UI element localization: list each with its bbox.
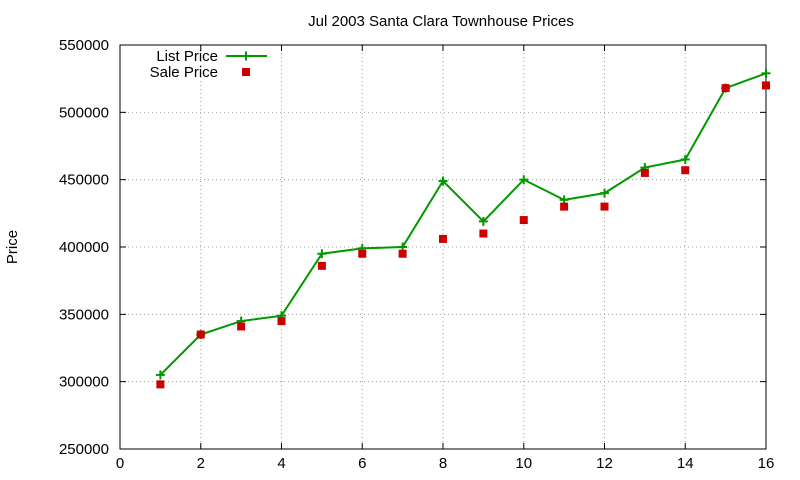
sale-price-point — [640, 168, 649, 177]
list-price-point — [155, 370, 165, 380]
x-tick-label: 2 — [197, 455, 205, 472]
legend: List Price Sale Price — [150, 48, 267, 81]
sale-price-point — [398, 249, 407, 258]
grid-lines — [120, 45, 766, 449]
sale-price-point — [196, 330, 205, 339]
sale-price-point — [439, 234, 447, 243]
chart-title: Jul 2003 Santa Clara Townhouse Prices — [308, 13, 574, 30]
sale-price-point — [519, 216, 528, 225]
sale-price-point — [156, 380, 165, 389]
x-tick-label: 6 — [358, 455, 366, 472]
sale-price-point — [560, 202, 569, 211]
axis-ticks — [119, 44, 767, 450]
legend-sample-sale-price — [242, 68, 250, 76]
legend-marker-list-price — [241, 51, 251, 61]
sale-price-point — [721, 84, 730, 93]
x-tick-label: 10 — [515, 455, 532, 472]
x-tick-labels: 0 2 4 6 8 10 12 14 16 — [116, 455, 775, 472]
sale-price-point — [277, 317, 286, 326]
y-tick-label: 500000 — [59, 104, 109, 121]
sale-price-point — [317, 261, 326, 270]
list-price-point — [761, 68, 771, 78]
y-tick-label: 550000 — [59, 37, 109, 54]
list-price-point — [600, 188, 609, 198]
x-tick-label: 0 — [116, 455, 124, 472]
list-price-point — [519, 175, 529, 185]
y-tick-label: 300000 — [59, 374, 109, 391]
x-tick-label: 12 — [596, 455, 613, 472]
legend-label-list-price: List Price — [156, 48, 218, 65]
sale-price-point — [358, 249, 367, 258]
x-tick-label: 4 — [277, 455, 285, 472]
y-tick-label: 400000 — [59, 239, 109, 256]
legend-marker-sale-price — [242, 68, 250, 76]
list-price-point — [317, 249, 327, 259]
y-tick-label: 450000 — [59, 172, 109, 189]
list-price-point — [680, 154, 690, 164]
y-axis-label: Price — [4, 230, 21, 264]
list-price-line — [159, 72, 767, 376]
sale-price-point — [237, 322, 246, 331]
y-tick-label: 350000 — [59, 306, 109, 323]
y-tick-labels: 250000 300000 350000 400000 450000 500000 5500… — [59, 37, 109, 458]
legend-sample-list-price — [226, 51, 267, 61]
series-layer — [155, 68, 771, 389]
sale-price-point — [762, 81, 770, 90]
x-tick-label: 16 — [758, 455, 775, 472]
y-tick-label: 250000 — [59, 441, 109, 458]
sale-price-point — [681, 166, 690, 175]
legend-label-sale-price: Sale Price — [150, 64, 218, 81]
x-tick-label: 14 — [677, 455, 694, 472]
x-tick-label: 8 — [439, 455, 447, 472]
list-price-point — [438, 176, 448, 186]
list-price-point — [478, 216, 488, 226]
sale-price-point — [479, 229, 488, 238]
sale-price-point — [600, 202, 609, 211]
